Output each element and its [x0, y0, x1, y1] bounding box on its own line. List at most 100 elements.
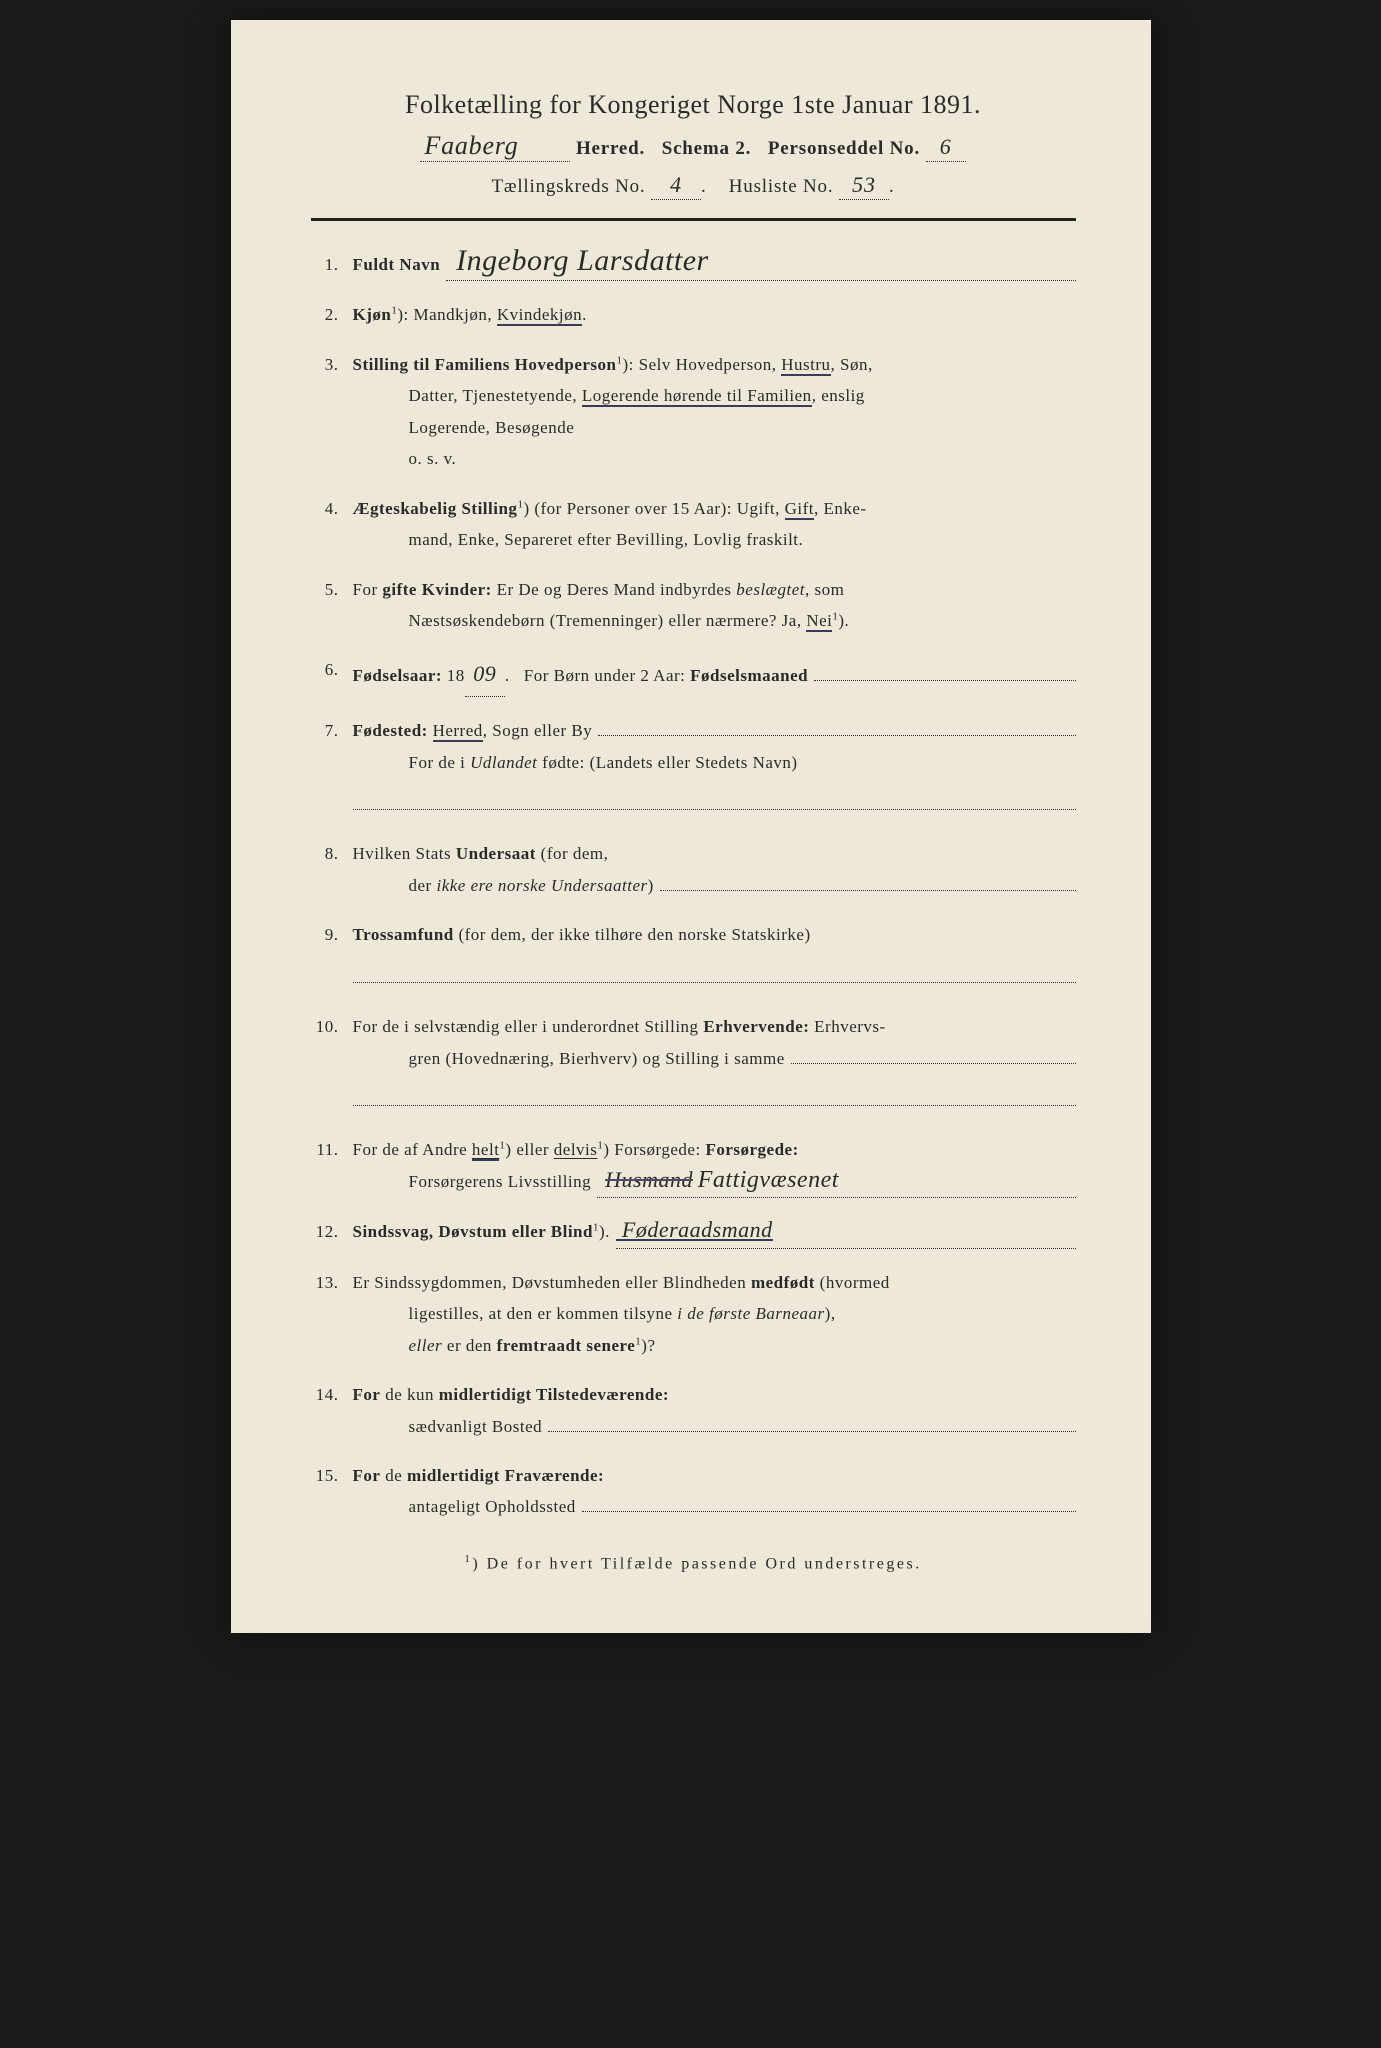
- text: ) Forsørgede:: [603, 1140, 700, 1159]
- bosted-label: sædvanligt Bosted: [409, 1411, 543, 1442]
- taellingskreds-no-field: 4: [651, 172, 701, 200]
- line: sædvanligt Bosted: [353, 1411, 1076, 1442]
- entry-10: 10. For de i selvstændig eller i underor…: [311, 1011, 1076, 1116]
- entry-num: 13.: [311, 1267, 353, 1361]
- personseddel-label: Personseddel No.: [768, 138, 920, 159]
- entry-num: 14.: [311, 1379, 353, 1442]
- sup: 1: [517, 498, 523, 510]
- sup: 1: [593, 1222, 599, 1234]
- sindssvag-field: Føderaadsmand: [616, 1216, 1076, 1248]
- header-block: Folketælling for Kongeriget Norge 1ste J…: [311, 90, 1076, 200]
- line: der ikke ere norske Undersaatter): [353, 870, 1076, 901]
- taellingskreds-label: Tællingskreds No.: [491, 176, 645, 197]
- census-form-page: Folketælling for Kongeriget Norge 1ste J…: [231, 20, 1151, 1633]
- taellingskreds-no: 4: [670, 172, 682, 197]
- helt-underlined: helt: [472, 1140, 500, 1161]
- entry-9: 9. Trossamfund (for dem, der ikke tilhør…: [311, 919, 1076, 993]
- text: For de af Andre: [353, 1140, 472, 1159]
- line: Datter, Tjenestetyende, Logerende hørend…: [353, 380, 1076, 411]
- husliste-label: Husliste No.: [729, 176, 834, 197]
- entry-num: 10.: [311, 1011, 353, 1116]
- entry-body: Fuldt Navn Ingeborg Larsdatter: [353, 249, 1076, 281]
- entry-body: Fødselsaar: 1809. For Børn under 2 Aar: …: [353, 654, 1076, 697]
- husliste-no: 53: [852, 172, 876, 197]
- entry-body: Kjøn1): Mandkjøn, Kvindekjøn.: [353, 299, 1076, 330]
- herred-underlined: Herred: [433, 721, 483, 742]
- fodested-label: Fødested:: [353, 721, 428, 740]
- entry-body: For de i selvstændig eller i underordnet…: [353, 1011, 1076, 1116]
- year-prefix: 18: [447, 666, 465, 685]
- line: antageligt Opholdssted: [353, 1491, 1076, 1522]
- entry-6: 6. Fødselsaar: 1809. For Børn under 2 Aa…: [311, 654, 1076, 697]
- text: Næstsøskendebørn (Tremenninger) eller næ…: [409, 611, 807, 630]
- header-line-3: Tællingskreds No. 4. Husliste No. 53.: [311, 172, 1076, 200]
- kjon-label: Kjøn: [353, 305, 392, 324]
- husliste-no-field: 53: [839, 172, 889, 200]
- sup: 1: [391, 305, 397, 317]
- month-field: [814, 679, 1075, 681]
- fodselsaar-label: Fødselsaar:: [353, 666, 443, 685]
- name-handwritten: Ingeborg Larsdatter: [446, 249, 709, 273]
- foderaadsmand-hw: Føderaadsmand: [616, 1221, 773, 1241]
- entry-2: 2. Kjøn1): Mandkjøn, Kvindekjøn.: [311, 299, 1076, 330]
- footnote-text: ) De for hvert Tilfælde passende Ord und…: [472, 1555, 921, 1572]
- aegteskab-label: Ægteskabelig Stilling: [353, 499, 518, 518]
- sup: 1: [617, 354, 623, 366]
- footnote: 1) De for hvert Tilfælde passende Ord un…: [311, 1553, 1076, 1573]
- year-hw: 09: [473, 661, 496, 686]
- text: eller: [409, 1336, 443, 1355]
- entry-5: 5. For gifte Kvinder: Er De og Deres Man…: [311, 574, 1076, 637]
- text: ).: [838, 611, 849, 630]
- entry-14: 14. For de kun midlertidigt Tilstedevære…: [311, 1379, 1076, 1442]
- stilling-label: Stilling til Familiens Hovedperson: [353, 355, 617, 374]
- line: Næstsøskendebørn (Tremenninger) eller næ…: [353, 605, 1076, 636]
- fuldt-navn-label: Fuldt Navn: [353, 249, 441, 280]
- text: fremtraadt senere: [497, 1336, 636, 1355]
- entry-7: 7. Fødested: Herred, Sogn eller By For d…: [311, 715, 1076, 820]
- entry-body: Fødested: Herred, Sogn eller By For de i…: [353, 715, 1076, 820]
- erhverv-field: [791, 1062, 1076, 1064]
- entry-body: For gifte Kvinder: Er De og Deres Mand i…: [353, 574, 1076, 637]
- entry-num: 15.: [311, 1460, 353, 1523]
- gift-underlined: Gift: [785, 499, 814, 520]
- entry-body: Stilling til Familiens Hovedperson1): Se…: [353, 349, 1076, 475]
- personseddel-no-field: 6: [926, 134, 966, 162]
- blank-line: [353, 794, 1076, 810]
- text: )?: [641, 1336, 655, 1355]
- form-title: Folketælling for Kongeriget Norge 1ste J…: [311, 90, 1076, 120]
- entry-num: 9.: [311, 919, 353, 993]
- entry-15: 15. For de midlertidigt Fraværende: anta…: [311, 1460, 1076, 1523]
- line: Logerende, Besøgende: [353, 412, 1076, 443]
- entry-8: 8. Hvilken Stats Undersaat (for dem, der…: [311, 838, 1076, 901]
- delvis-underlined: delvis: [554, 1140, 598, 1159]
- entry-4: 4. Ægteskabelig Stilling1) (for Personer…: [311, 493, 1076, 556]
- entry-body: For de kun midlertidigt Tilstedeværende:…: [353, 1379, 1076, 1442]
- name-field: Ingeborg Larsdatter: [446, 249, 1075, 281]
- line: mand, Enke, Separeret efter Bevilling, L…: [353, 524, 1076, 555]
- entry-num: 5.: [311, 574, 353, 637]
- text: ) eller: [505, 1140, 553, 1159]
- entry-num: 6.: [311, 654, 353, 697]
- herred-handwritten: Faaberg: [424, 136, 518, 157]
- line: gren (Hovednæring, Bierhverv) og Stillin…: [353, 1043, 1076, 1074]
- entry-num: 2.: [311, 299, 353, 330]
- nei-underlined: Nei: [806, 611, 832, 632]
- entry-num: 7.: [311, 715, 353, 820]
- blank-line: [353, 1090, 1076, 1106]
- hustru-underlined: Hustru: [781, 355, 830, 376]
- entry-body: Sindssvag, Døvstum eller Blind1). Fødera…: [353, 1216, 1076, 1248]
- kvindekjon-underlined: Kvindekjøn: [497, 305, 582, 326]
- opholdssted-label: antageligt Opholdssted: [409, 1491, 576, 1522]
- entry-num: 12.: [311, 1216, 353, 1248]
- place-field: [598, 734, 1075, 736]
- entry-body: Er Sindssygdommen, Døvstumheden eller Bl…: [353, 1267, 1076, 1361]
- opholdssted-field: [582, 1510, 1076, 1512]
- line: ligestilles, at den er kommen tilsyne i …: [353, 1298, 1076, 1329]
- line: o. s. v.: [353, 443, 1076, 474]
- blank-line: [353, 967, 1076, 983]
- entry-num: 11.: [311, 1134, 353, 1198]
- husmand-hw: Husmand: [597, 1171, 693, 1189]
- entry-3: 3. Stilling til Familiens Hovedperson1):…: [311, 349, 1076, 475]
- entry-body: For de midlertidigt Fraværende: antageli…: [353, 1460, 1076, 1523]
- line: Forsørgerens Livsstilling Husmand Fattig…: [353, 1166, 1076, 1198]
